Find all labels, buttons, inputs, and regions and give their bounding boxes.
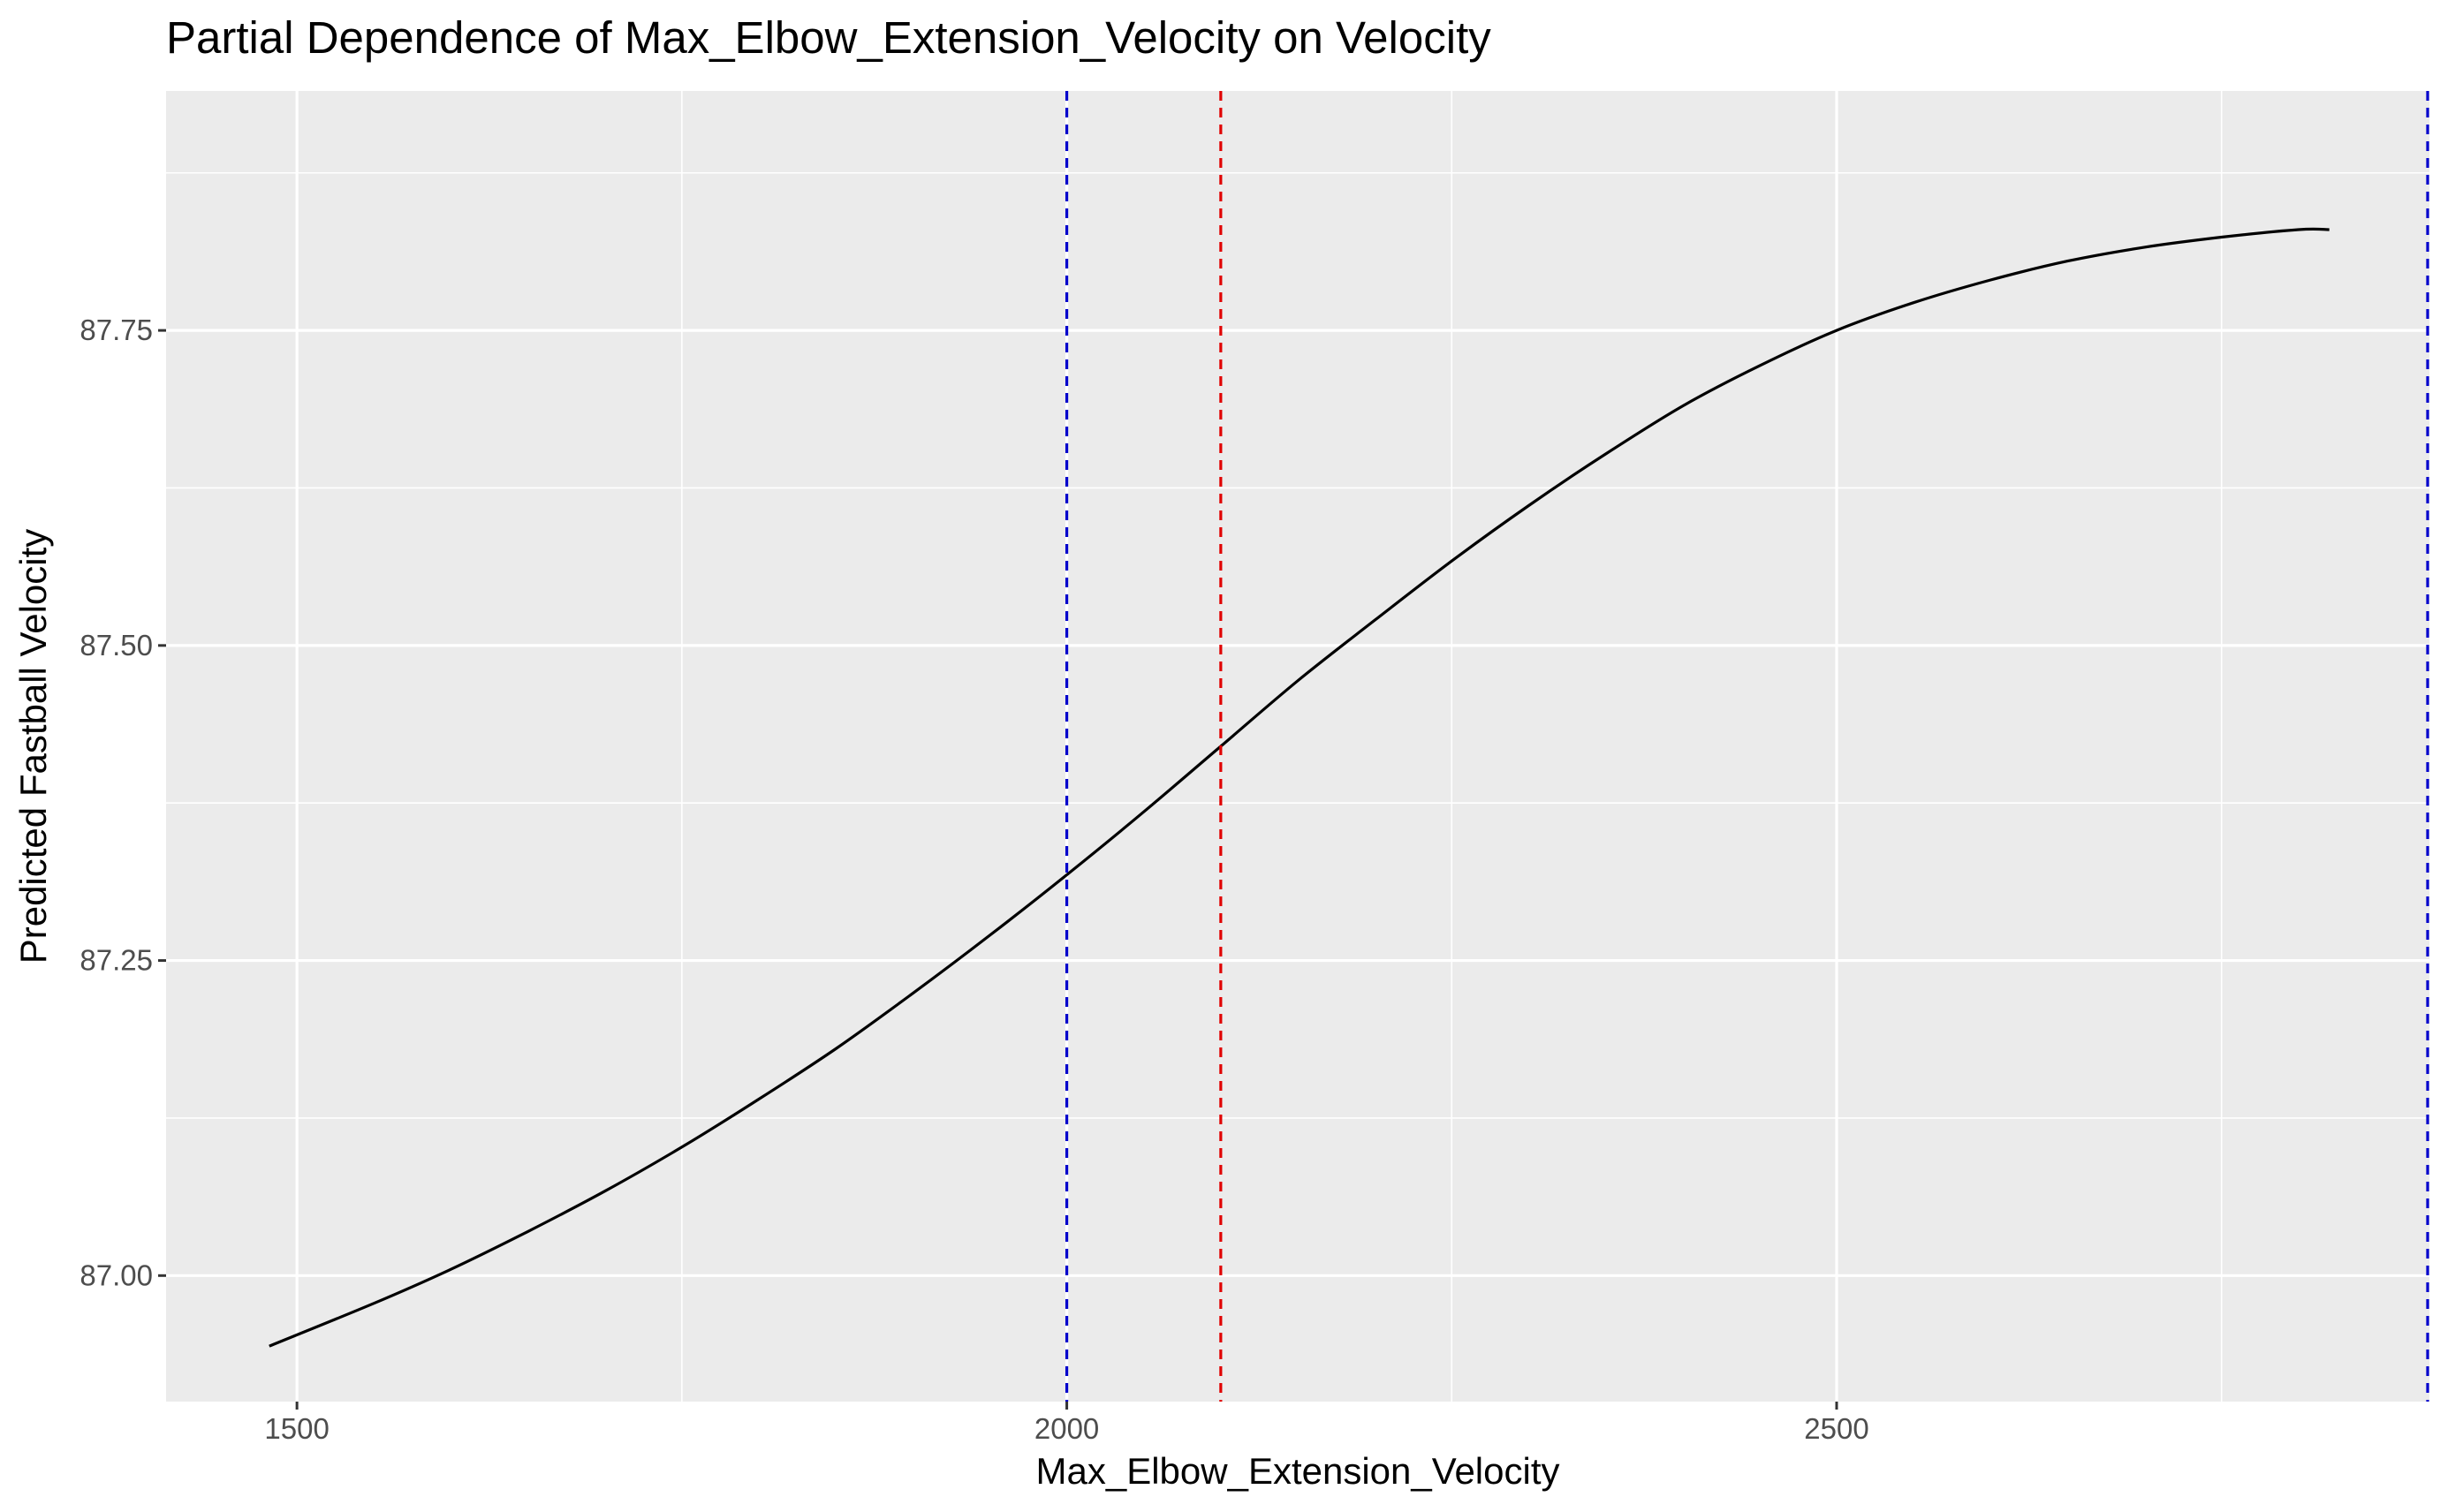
x-axis: 1500 2000 2500 xyxy=(264,1402,1869,1445)
reference-lines xyxy=(1065,91,2429,1402)
x-tick-label: 2500 xyxy=(1804,1412,1868,1445)
y-axis: 87.00 87.25 87.50 87.75 xyxy=(80,314,166,1291)
y-tick-label: 87.00 xyxy=(80,1259,153,1291)
x-tick-label: 1500 xyxy=(264,1412,329,1445)
x-axis-title: Max_Elbow_Extension_Velocity xyxy=(1035,1450,1559,1492)
y-tick-label: 87.25 xyxy=(80,944,153,977)
x-tick-label: 2000 xyxy=(1034,1412,1099,1445)
y-tick-label: 87.50 xyxy=(80,629,153,662)
chart-title: Partial Dependence of Max_Elbow_Extensio… xyxy=(166,12,1491,63)
minor-gridlines xyxy=(166,91,2429,1402)
y-axis-title: Predicted Fastball Velocity xyxy=(12,529,54,964)
data-lines xyxy=(269,227,2330,1348)
y-tick-label: 87.75 xyxy=(80,314,153,346)
partial-dependence-line xyxy=(269,227,2330,1348)
plot-panel xyxy=(166,91,2429,1402)
